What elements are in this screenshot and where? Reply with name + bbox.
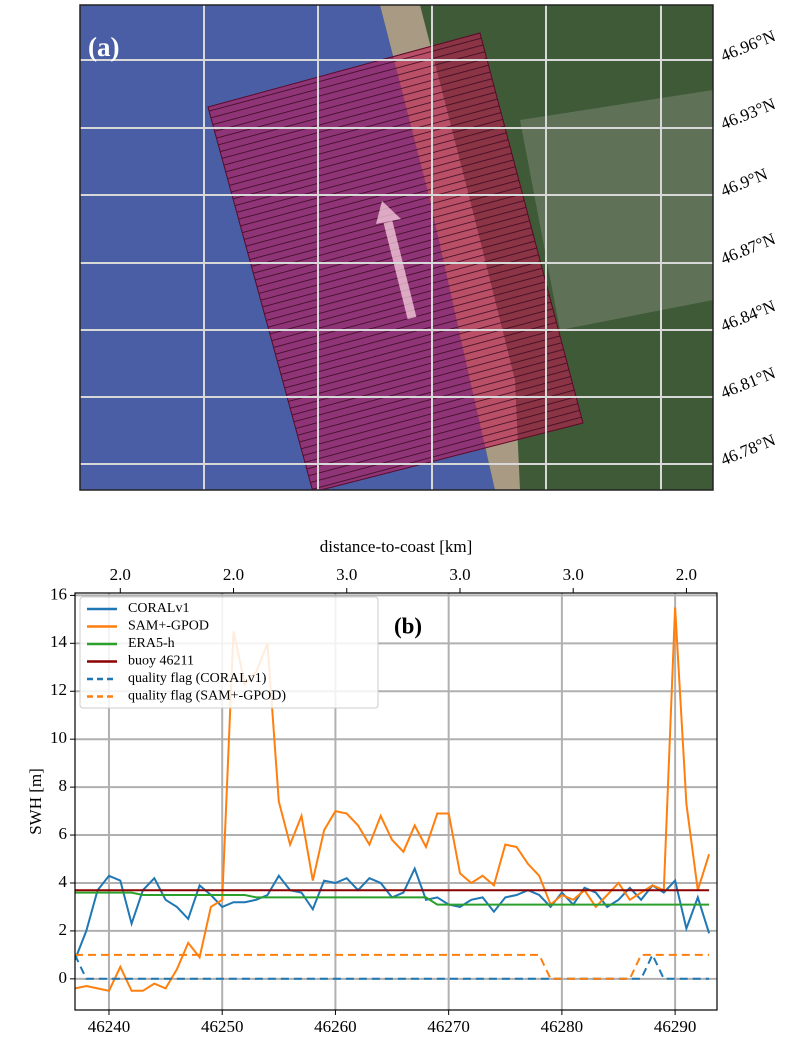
legend-box (79, 596, 379, 709)
legend-label: buoy 46211 (128, 654, 194, 669)
map-frame (79, 4, 714, 491)
y-tick-label: 16 (50, 584, 67, 603)
axes-frame (74, 592, 718, 1011)
lat-label: 46.84°N (718, 296, 778, 335)
x-tick-label: 46250 (201, 1017, 244, 1035)
y-tick-label: 6 (59, 824, 68, 843)
y-tick-label: 2 (59, 920, 68, 939)
map-panel (80, 5, 713, 490)
series-line (75, 953, 710, 980)
x2-tick-label: 3.0 (336, 565, 357, 584)
annotation: (b) (394, 613, 422, 638)
x-tick-label: 46260 (314, 1017, 357, 1035)
series-line (75, 607, 711, 992)
bay (520, 90, 713, 330)
y-tick-label: 12 (50, 680, 67, 699)
x-tick-label: 46240 (88, 1017, 131, 1035)
arrow-head (376, 201, 401, 224)
series-line (75, 952, 710, 980)
x2-axis-label: distance-to-coast [km] (320, 537, 472, 556)
lat-label: 46.9°N (718, 164, 770, 200)
legend-label: quality flag (SAM+-GPOD) (128, 689, 286, 704)
x2-tick-label: 3.0 (449, 565, 470, 584)
y-axis-label: SWH [m] (26, 768, 45, 835)
legend-label: quality flag (CORALv1) (128, 671, 267, 686)
y-tick-label: 14 (50, 632, 68, 651)
arrow-shaft (383, 220, 417, 320)
x2-tick-label: 2.0 (223, 565, 244, 584)
panel-label: (a) (88, 32, 119, 62)
x-tick-label: 46280 (541, 1017, 584, 1035)
x2-tick-label: 2.0 (110, 565, 131, 584)
x2-tick-label: 3.0 (563, 565, 584, 584)
y-tick-label: 10 (50, 728, 67, 747)
legend-label: ERA5-h (128, 636, 175, 651)
lat-label: 46.78°N (718, 430, 778, 469)
series-line (75, 891, 710, 906)
y-tick-label: 0 (59, 968, 68, 987)
legend-label: SAM+-GPOD (128, 619, 209, 634)
lat-label: 46.93°N (718, 94, 778, 133)
y-tick-label: 4 (59, 872, 68, 891)
legend-label: CORALv1 (128, 601, 189, 616)
lat-label: 46.87°N (718, 229, 778, 268)
y-tick-label: 8 (59, 776, 68, 795)
x-tick-label: 46270 (427, 1017, 470, 1035)
x2-tick-label: 2.0 (676, 565, 697, 584)
x-tick-label: 46290 (654, 1017, 697, 1035)
plot-lines (75, 607, 711, 992)
lat-label: 46.96°N (718, 26, 778, 65)
lat-label: 46.81°N (718, 363, 778, 402)
